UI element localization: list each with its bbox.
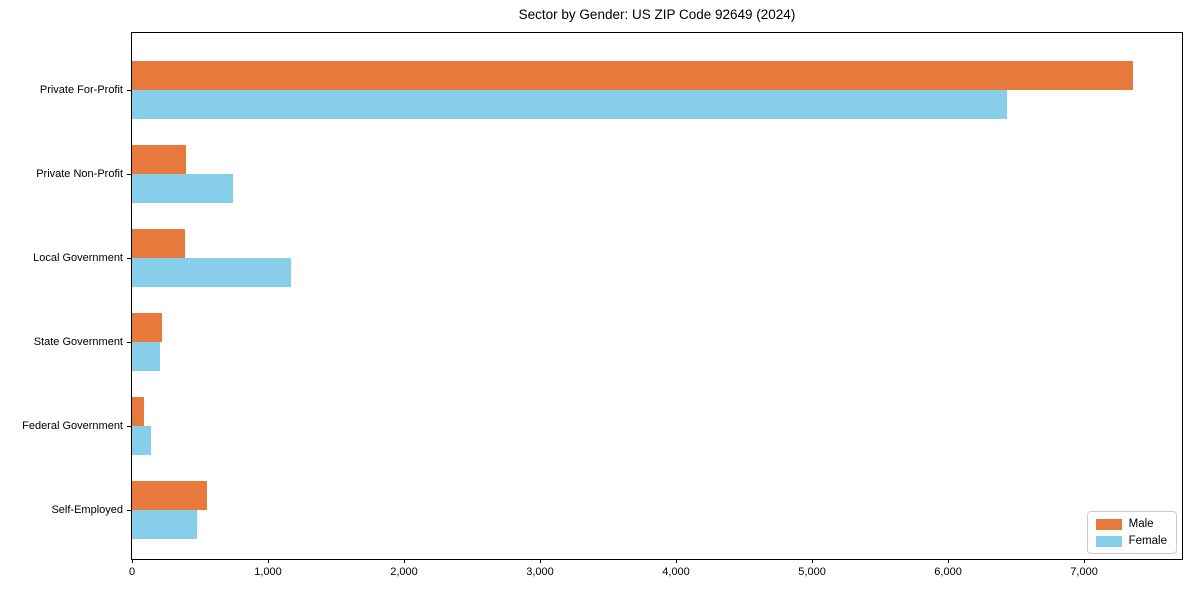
bar-male-1: [132, 144, 186, 174]
y-tick-label: Local Government: [33, 251, 123, 264]
y-tick-mark: [127, 509, 131, 511]
legend-label-male: Male: [1128, 518, 1154, 530]
x-tick-mark: [268, 559, 269, 563]
bar-male-5: [132, 480, 207, 510]
bar-female-4: [132, 425, 152, 455]
y-tick-mark: [127, 425, 131, 427]
y-tick-mark: [127, 173, 131, 175]
y-tick-label: Private Non-Profit: [36, 167, 123, 180]
x-tick-mark: [676, 559, 678, 563]
x-tick-mark: [948, 559, 950, 563]
y-tick-mark: [127, 341, 131, 343]
y-tick-label: Private For-Profit: [39, 83, 123, 96]
x-tick-label: 3,000: [526, 566, 554, 578]
x-tick-label: 5,000: [798, 566, 826, 578]
bar-male-2: [132, 228, 186, 258]
legend: Male Female: [1086, 511, 1177, 554]
bar-female-5: [132, 509, 198, 539]
bar-female-0: [132, 89, 1007, 119]
x-tick-mark: [404, 559, 406, 563]
bar-male-4: [132, 396, 145, 426]
bar-female-3: [132, 341, 160, 371]
bar-male-3: [132, 312, 162, 342]
bar-female-1: [132, 173, 233, 203]
y-tick-mark: [127, 257, 131, 259]
x-tick-label: 4,000: [662, 566, 690, 578]
x-tick-mark: [1084, 559, 1086, 563]
female-series-swatch: [1095, 535, 1122, 547]
bar-female-2: [132, 257, 292, 287]
y-tick-label: State Government: [33, 335, 123, 348]
y-tick-mark: [127, 89, 131, 91]
plot-area: Male Female Private For-Profit Private No…: [22, 32, 1183, 578]
bar-male-0: [132, 60, 1134, 90]
chart-title: Sector by Gender: US ZIP Code 92649 (202…: [518, 7, 796, 22]
x-tick-label: 0: [128, 566, 136, 578]
y-tick-label: Federal Government: [22, 419, 123, 432]
legend-label-female: Female: [1128, 535, 1167, 547]
x-tick-mark: [812, 559, 814, 563]
x-tick-mark: [132, 559, 133, 563]
male-series-swatch: [1095, 518, 1122, 530]
x-tick-mark: [540, 559, 542, 563]
x-tick-label: 6,000: [934, 566, 962, 578]
x-tick-label: 7,000: [1070, 566, 1098, 578]
x-tick-label: 1,000: [254, 566, 282, 578]
legend-item-female: Female: [1095, 535, 1167, 547]
x-tick-label: 2,000: [390, 566, 418, 578]
legend-item-male: Male: [1095, 518, 1167, 530]
y-tick-label: Self-Employed: [51, 503, 123, 516]
